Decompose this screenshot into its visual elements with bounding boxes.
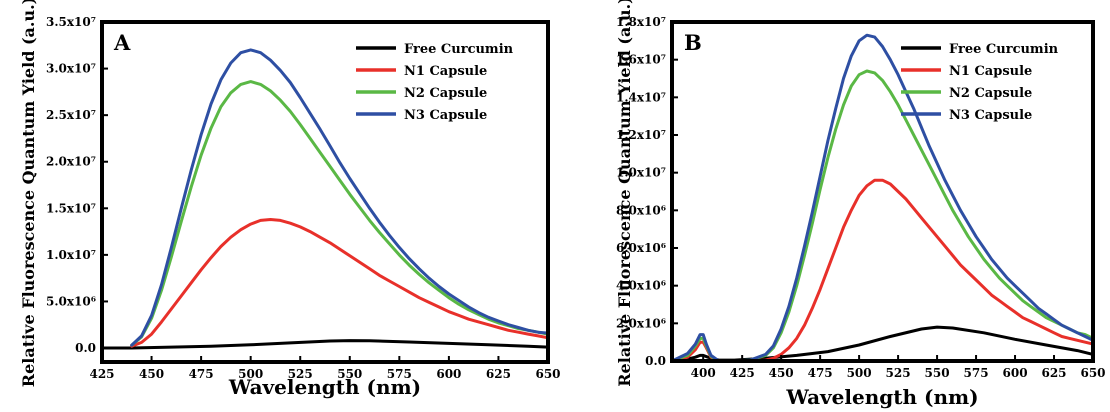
legend-label-free-curcumin: Free Curcumin [949, 42, 1059, 57]
y-axis-label: Relative Fluorescence Quantum Yield (a.u… [615, 0, 634, 387]
y-tick-label: 5.0x10⁶ [46, 294, 96, 308]
x-tick-label: 525 [288, 367, 313, 381]
x-tick-label: 475 [189, 367, 214, 381]
legend-label-free-curcumin: Free Curcumin [404, 42, 514, 57]
y-tick-label: 2.5x10⁷ [46, 108, 96, 122]
x-tick-label: 475 [808, 366, 833, 380]
y-tick-label: 0.0 [645, 354, 666, 368]
x-tick-label: 650 [1080, 366, 1105, 380]
y-tick-label: 8.0x10⁶ [616, 203, 666, 217]
y-tick-label: 3.0x10⁷ [46, 62, 96, 76]
series-line-n1-capsule [670, 178, 1095, 363]
series-line-n2-capsule [130, 80, 550, 347]
x-tick-label: 600 [436, 367, 461, 381]
x-tick-label: 400 [691, 366, 716, 380]
legend-label-n2-capsule: N2 Capsule [949, 86, 1032, 101]
x-tick-label: 575 [387, 367, 412, 381]
x-tick-label: 450 [769, 366, 794, 380]
y-tick-label: 2.0x10⁶ [616, 316, 666, 330]
y-tick-label: 1.0x10⁷ [616, 166, 666, 180]
x-tick-label: 550 [337, 367, 362, 381]
y-tick-label: 3.5x10⁷ [46, 15, 96, 29]
legend-label-n3-capsule: N3 Capsule [949, 108, 1032, 123]
series-line-free-curcumin [670, 325, 1095, 363]
y-tick-label: 1.4x10⁷ [616, 90, 666, 104]
legend-label-n3-capsule: N3 Capsule [404, 108, 487, 123]
x-axis-label: Wavelength (nm) [228, 375, 421, 399]
x-tick-label: 525 [886, 366, 911, 380]
y-tick-label: 1.0x10⁷ [46, 248, 96, 262]
x-axis-label: Wavelength (nm) [785, 385, 978, 409]
y-tick-label: 1.6x10⁷ [616, 53, 666, 67]
x-tick-label: 650 [535, 367, 560, 381]
y-tick-label: 1.5x10⁷ [46, 201, 96, 215]
x-tick-label: 575 [964, 366, 989, 380]
x-tick-label: 625 [1041, 366, 1066, 380]
series-line-n3-capsule [670, 33, 1095, 363]
x-tick-label: 625 [486, 367, 511, 381]
chart-panel-b: 400 425 450 475 500 525 550 575 600 625 650 0.0 2.0x… [615, 0, 1106, 409]
y-tick-label: 1.8x10⁷ [616, 15, 666, 29]
chart-panel-a: 425 450 475 500 525 550 575 600 625 650 0.0 5.0x10⁶… [19, 0, 561, 399]
x-tick-label: 425 [89, 367, 114, 381]
panel-letter: B [684, 30, 702, 55]
legend-label-n1-capsule: N1 Capsule [404, 64, 487, 79]
plot-frame [100, 20, 550, 364]
panel-letter: A [113, 30, 131, 55]
x-tick-label: 550 [925, 366, 950, 380]
series-line-n3-capsule [130, 48, 550, 347]
series-line-free-curcumin [100, 339, 550, 350]
x-tick-label: 600 [1003, 366, 1028, 380]
series-line-n1-capsule [130, 218, 550, 348]
x-tick-label: 450 [139, 367, 164, 381]
y-tick-label: 1.2x10⁷ [616, 128, 666, 142]
legend-label-n2-capsule: N2 Capsule [404, 86, 487, 101]
y-tick-label: 2.0x10⁷ [46, 155, 96, 169]
y-tick-label: 6.0x10⁶ [616, 241, 666, 255]
x-tick-label: 500 [238, 367, 263, 381]
legend-label-n1-capsule: N1 Capsule [949, 64, 1032, 79]
y-tick-label: 0.0 [75, 341, 96, 355]
plot-frame [670, 20, 1095, 363]
y-axis-label: Relative Fluorescence Quantum Yield (a.u… [19, 0, 38, 387]
x-tick-label: 425 [730, 366, 755, 380]
y-tick-label: 4.0x10⁶ [616, 279, 666, 293]
x-tick-label: 500 [847, 366, 872, 380]
